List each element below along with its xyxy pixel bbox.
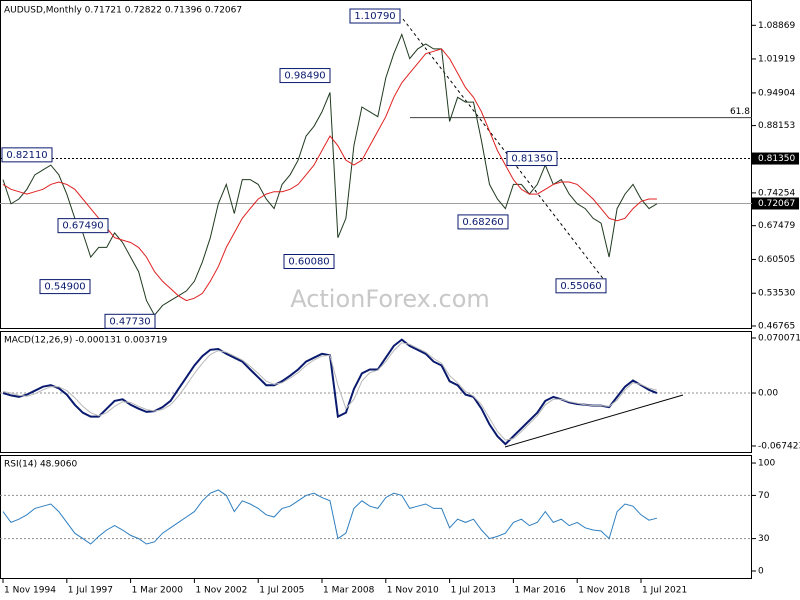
level-label-box <box>752 152 799 165</box>
y-tick-label: 1.08869 <box>758 21 795 31</box>
level-label: 0.72067 <box>758 199 795 209</box>
x-tick-label: 1 Jul 2005 <box>259 586 304 596</box>
annotation-label: 0.67490 <box>62 221 103 232</box>
annotation-label: 0.81350 <box>511 154 552 165</box>
annotation-box <box>39 279 91 295</box>
annotation-box <box>349 8 401 24</box>
annotation-box <box>104 313 156 329</box>
annotation-box <box>283 254 335 270</box>
annotation-label: 0.98490 <box>284 71 325 82</box>
y-tick-label: 0.60505 <box>758 255 795 265</box>
annotation-box <box>555 278 607 294</box>
y-tick-label: 0.88153 <box>758 121 795 131</box>
y-tick-label: 1.01919 <box>758 54 795 64</box>
y-tick-label: 0.67479 <box>758 221 795 231</box>
series-line <box>2 342 658 441</box>
watermark: ActionForex.com <box>290 285 490 313</box>
level-label-box <box>752 197 799 210</box>
annotation-label: 0.47730 <box>109 316 150 327</box>
fib-label: 61.8 <box>730 107 750 117</box>
annotation-label: 1.10790 <box>354 11 395 22</box>
y-tick-label: 0.070071 <box>758 333 800 343</box>
y-tick-label: 0.53530 <box>758 289 795 299</box>
y-tick-label: -0.067423 <box>758 441 800 451</box>
series-line <box>2 48 657 302</box>
y-tick-label: 0.74254 <box>758 188 795 198</box>
y-tick-label: 0.46765 <box>758 321 795 331</box>
annotation-label: 0.68260 <box>462 217 503 228</box>
x-tick-label: 1 Mar 2016 <box>514 586 566 596</box>
series-line <box>2 32 658 317</box>
price-panel <box>0 0 752 329</box>
y-tick-label: 0 <box>758 566 764 576</box>
annotation-box <box>457 214 509 230</box>
y-tick-label: 0.94904 <box>758 88 795 98</box>
y-tick-label: 30 <box>758 534 770 544</box>
price-title: AUDUSD,Monthly 0.71721 0.72822 0.71396 0… <box>4 6 242 16</box>
annotation-box <box>1 147 53 163</box>
macd-panel <box>0 331 752 453</box>
y-tick-label: 100 <box>758 459 775 469</box>
annotation-box <box>279 68 331 84</box>
rsi-title: RSI(14) 48.9060 <box>4 460 77 470</box>
y-tick-label: 0.00 <box>758 389 778 399</box>
x-tick-label: 1 Nov 2002 <box>195 586 247 596</box>
annotation-label: 0.82110 <box>6 150 47 161</box>
x-tick-label: 1 Mar 2008 <box>323 586 375 596</box>
macd-title: MACD(12,26,9) -0.000131 0.003719 <box>4 336 167 346</box>
x-tick-label: 1 Nov 2018 <box>578 586 630 596</box>
level-label: 0.81350 <box>758 154 795 164</box>
annotation-label: 0.60080 <box>288 257 329 268</box>
x-tick-label: 1 Jul 2021 <box>642 586 687 596</box>
y-tick-label: 70 <box>758 491 770 501</box>
annotation-label: 0.55060 <box>560 281 601 292</box>
macd-trend-line <box>504 394 684 448</box>
trend-line <box>402 18 609 286</box>
x-tick-label: 1 Nov 2010 <box>387 586 439 596</box>
annotation-label: 0.54900 <box>44 282 85 293</box>
x-tick-label: 1 Mar 2000 <box>132 586 184 596</box>
annotation-box <box>57 218 109 234</box>
rsi-panel <box>0 455 752 579</box>
annotation-box <box>506 151 558 167</box>
series-line <box>2 489 658 545</box>
x-tick-label: 1 Jul 2013 <box>451 586 496 596</box>
x-tick-label: 1 Nov 1994 <box>4 586 56 596</box>
x-tick-label: 1 Jul 1997 <box>68 586 113 596</box>
